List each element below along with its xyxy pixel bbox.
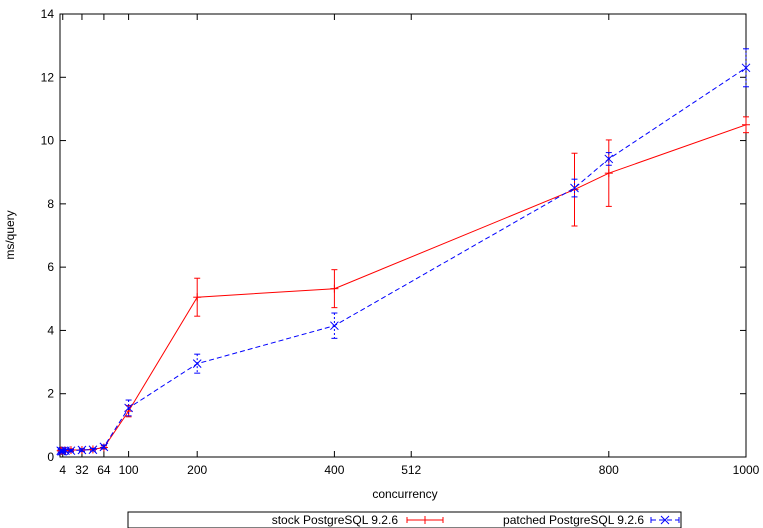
y-axis-label: ms/query [3, 210, 17, 259]
legend-label-1: patched PostgreSQL 9.2.6 [503, 513, 644, 527]
x-tick-label-6: 512 [401, 463, 421, 477]
chart-series [56, 48, 751, 456]
data-point-1-9 [192, 359, 202, 369]
x-tick-label-4: 200 [187, 463, 207, 477]
data-point-1-11 [570, 183, 579, 193]
x-tick-label-3: 100 [119, 463, 139, 477]
series-line-1 [60, 67, 747, 452]
data-point-1-10 [330, 321, 339, 331]
chart-axes [59, 13, 747, 458]
error-bar-1-13 [743, 48, 749, 88]
plot-frame [59, 13, 747, 458]
error-bar-1-8 [125, 399, 132, 417]
y-tick-label-4: 8 [47, 197, 54, 211]
x-tick-label-2: 64 [97, 463, 111, 477]
x-tick-label-0: 4 [59, 463, 66, 477]
data-point-0-13 [742, 120, 750, 129]
legend-box [127, 511, 682, 528]
y-tick-label-7: 14 [41, 7, 55, 21]
chart-ticks: 0 2 4 6 8 10 12 14 4 32 64 100 200 400 512 800 1000 [41, 7, 760, 477]
data-point-1-13 [741, 63, 751, 73]
legend-marker-1 [660, 515, 670, 525]
y-tick-label-3: 6 [47, 260, 54, 274]
y-tick-label-6: 12 [41, 70, 55, 84]
data-point-1-8 [124, 403, 133, 413]
legend-marker-0 [421, 516, 429, 524]
y-tick-label-2: 4 [47, 323, 54, 337]
y-tick-label-5: 10 [41, 134, 55, 148]
data-point-0-9 [193, 293, 202, 302]
chart-legend: stock PostgreSQL 9.2.6 patched PostgreSQL… [127, 511, 682, 528]
series-1 [56, 48, 751, 456]
legend-label-0: stock PostgreSQL 9.2.6 [272, 513, 399, 527]
x-axis-label: concurrency [372, 487, 437, 501]
data-point-1-5 [77, 445, 87, 455]
data-point-1-2 [58, 446, 68, 456]
x-tick-label-7: 800 [599, 463, 619, 477]
x-tick-label-5: 400 [324, 463, 344, 477]
data-point-1-7 [99, 442, 109, 452]
data-point-1-4 [66, 446, 76, 456]
error-bar-1-12 [605, 152, 612, 166]
data-point-0-10 [330, 284, 339, 293]
data-point-1-6 [88, 445, 98, 455]
data-point-1-12 [604, 154, 614, 164]
y-tick-label-1: 2 [47, 387, 54, 401]
y-tick-label-0: 0 [47, 450, 54, 464]
series-line-0 [60, 124, 747, 452]
x-tick-label-1: 32 [75, 463, 89, 477]
x-tick-label-8: 1000 [733, 463, 760, 477]
data-point-0-12 [604, 169, 613, 178]
